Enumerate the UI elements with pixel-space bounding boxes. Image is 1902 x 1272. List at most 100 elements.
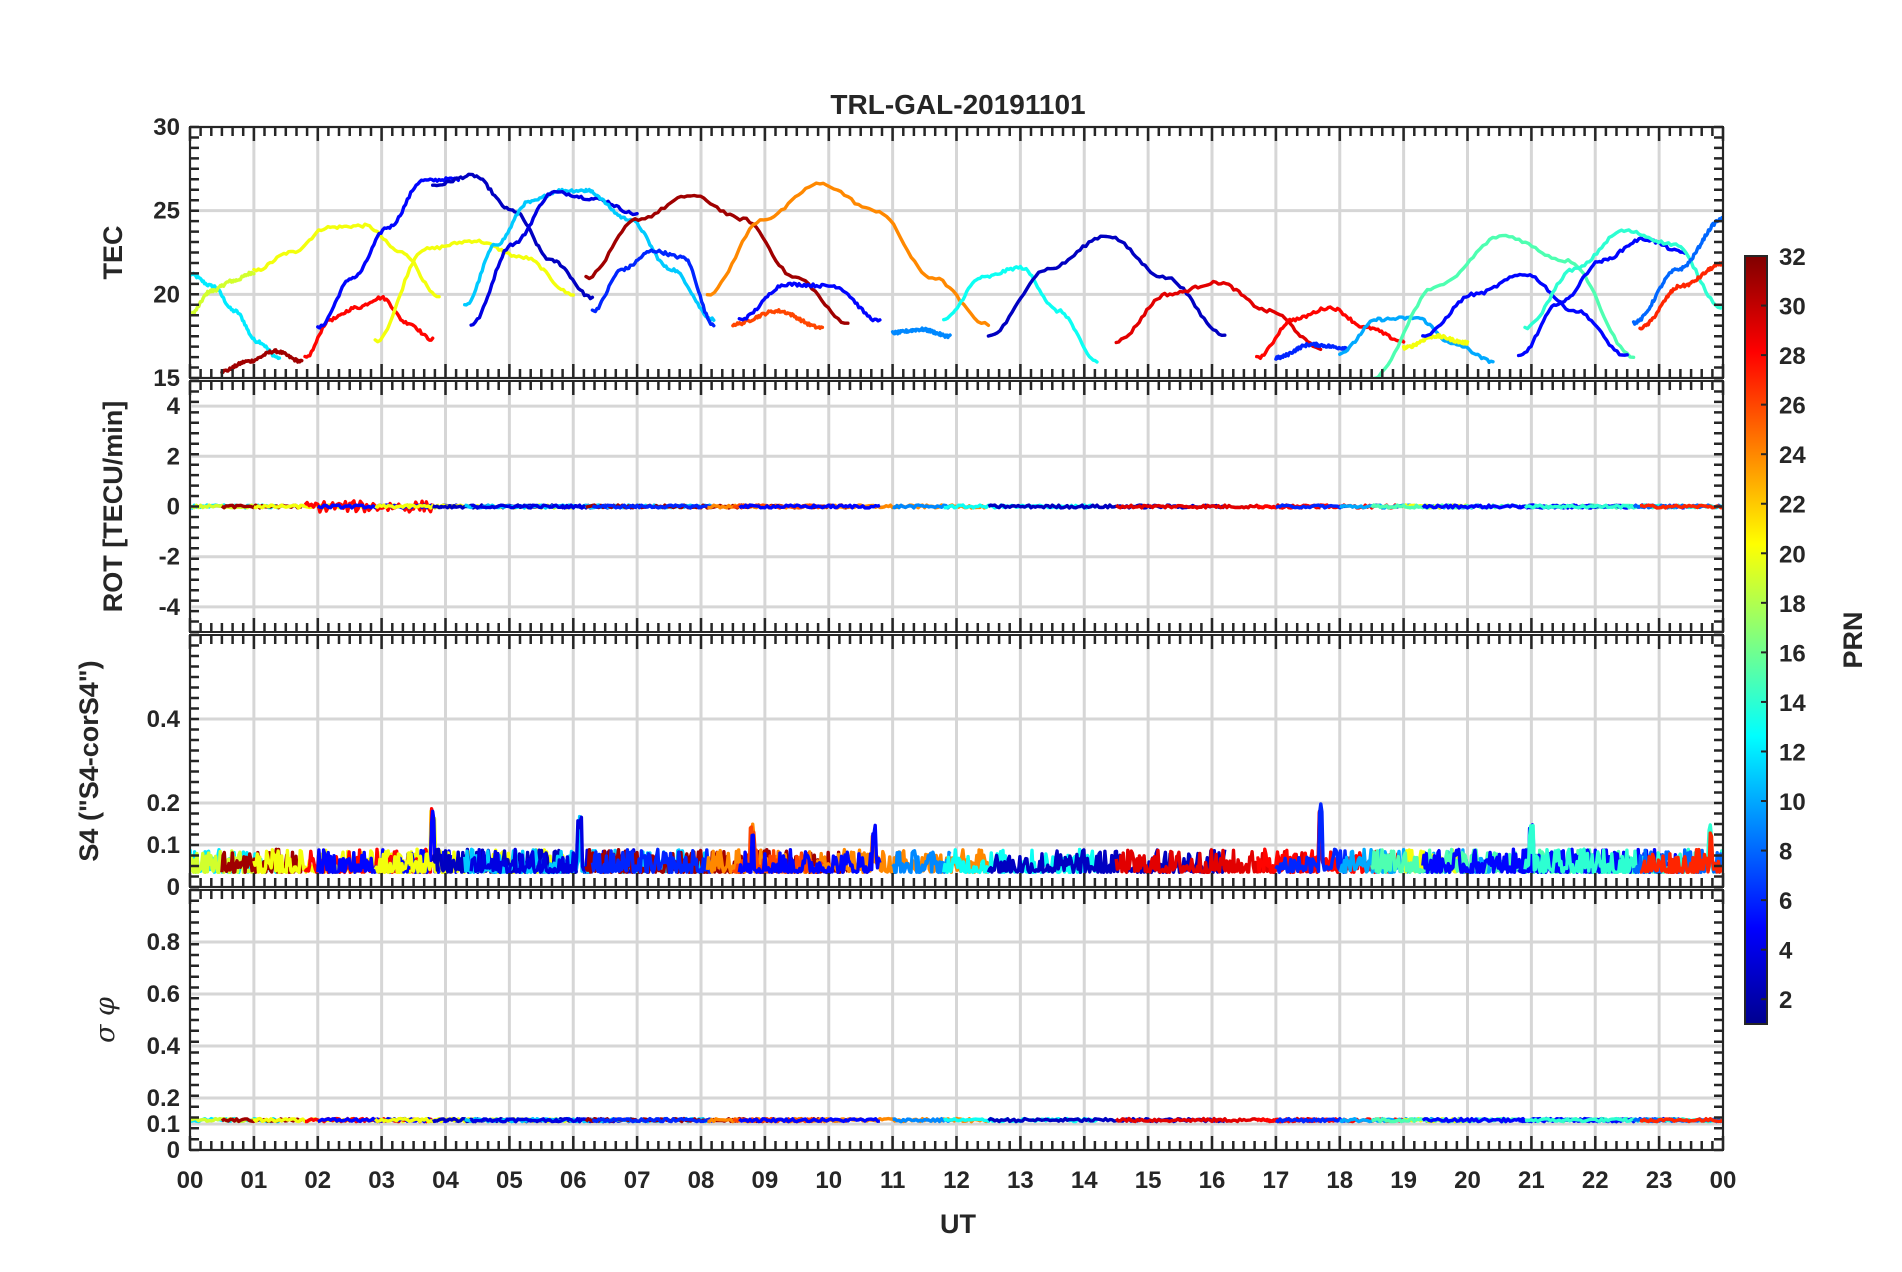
colorbar-tick-label: 12: [1779, 739, 1806, 766]
x-tick-label: 12: [943, 1167, 970, 1194]
plot-area-sigma_phi: [190, 1116, 1723, 1124]
tec-series-prn-31: [584, 193, 850, 325]
x-tick-label: 21: [1518, 1167, 1545, 1194]
s4-series-prn-9: [891, 849, 952, 874]
x-tick-label: 16: [1199, 1167, 1226, 1194]
tec-series-prn-8: [1631, 216, 1723, 326]
y-axis-label-sigma_phi: σ φ: [90, 997, 121, 1043]
colorbar-tick-label: 32: [1779, 244, 1806, 271]
x-tick-label: 17: [1263, 1167, 1290, 1194]
rot-series-prn-9: [892, 503, 952, 510]
tick-marks-sigma_phi: [188, 888, 1725, 1152]
tec-series-prn-9: [890, 326, 952, 340]
x-tick-label: 11: [880, 1167, 905, 1194]
x-tick-label: 06: [560, 1167, 587, 1194]
y-tick-label: 15: [153, 365, 180, 392]
x-tick-label: 18: [1326, 1167, 1353, 1194]
colorbar-tick-label: 30: [1779, 294, 1806, 321]
panel-s4: 0 0.1 0.2 0.4 S4 ("S4-corS4"): [74, 633, 1725, 901]
tec-series-prn-19: [190, 270, 256, 317]
x-tick-label: 01: [241, 1167, 268, 1194]
x-axis-label: UT: [940, 1209, 976, 1239]
colorbar-tick-label: 14: [1779, 690, 1806, 717]
x-tick-label: 19: [1390, 1167, 1417, 1194]
rot-series-prn-27: [1639, 503, 1723, 510]
tec-series-prn-26: [731, 308, 825, 330]
colorbar-tick-label: 10: [1779, 789, 1806, 816]
x-tick-label: 05: [496, 1167, 523, 1194]
tec-series-prn-20: [373, 238, 575, 344]
tec-series-prn-12: [190, 271, 282, 361]
tec-series-prn-13: [942, 264, 1099, 364]
tick-marks-rot: [188, 379, 1725, 634]
y-tick-label: 30: [153, 114, 180, 141]
colorbar-tick-label: 18: [1779, 591, 1806, 618]
y-tick-label: 0.6: [147, 981, 180, 1008]
tec-series-prn-6: [590, 248, 716, 328]
tec-series-prn-28: [1255, 305, 1406, 360]
y-axis-label-tec: TEC: [98, 226, 128, 280]
x-tick-label: 15: [1135, 1167, 1162, 1194]
x-tick-label: 10: [815, 1167, 842, 1194]
tick-marks-tec: [188, 125, 1725, 380]
y-axis-label-s4: S4 ("S4-corS4"): [74, 660, 104, 861]
sigma_phi-series-prn-6: [591, 1116, 715, 1124]
colorbar-tick-label: 8: [1779, 839, 1792, 866]
s4-series-prn-6: [1274, 802, 1348, 874]
y-tick-label: 0: [167, 1137, 180, 1164]
sigma_phi-series-prn-6: [1275, 1116, 1347, 1124]
y-tick-label: 4: [167, 393, 181, 420]
s4-series-prn-27: [1639, 831, 1723, 874]
colorbar-tick-label: 2: [1779, 987, 1792, 1014]
x-tick-label: 22: [1582, 1167, 1609, 1194]
sigma_phi-series-prn-27: [1639, 1117, 1723, 1124]
y-tick-label: -2: [159, 544, 180, 571]
colorbar-gradient: [1744, 255, 1768, 1025]
rot-series-prn-6: [592, 503, 714, 510]
x-tick-label: 03: [368, 1167, 395, 1194]
panel-tec: 15 20 25 30 TEC: [98, 114, 1725, 392]
colorbar-tick-label: 26: [1779, 393, 1806, 420]
tec-series-prn-31: [220, 348, 304, 375]
y-tick-label: 0: [167, 494, 180, 521]
y-tick-label: 0.1: [147, 1111, 180, 1138]
colorbar-label: PRN: [1838, 611, 1868, 668]
x-tick-label: 04: [432, 1167, 459, 1194]
tec-series-prn-20: [1401, 333, 1470, 351]
x-tick-label: 23: [1646, 1167, 1673, 1194]
tec-series-prn-15: [1370, 233, 1636, 378]
tec-series-prn-5: [316, 176, 460, 330]
x-tick-label: 13: [1007, 1167, 1034, 1194]
tec-series-prn-6: [1274, 341, 1348, 361]
colorbar-tick-label: 6: [1779, 888, 1792, 915]
y-tick-label: 0.4: [147, 706, 181, 733]
colorbar-tick-label: 28: [1779, 343, 1806, 370]
plot-area-s4: [190, 802, 1723, 874]
x-tick-label: 14: [1071, 1167, 1098, 1194]
x-tick-label: 09: [752, 1167, 779, 1194]
s4-series-prn-6: [590, 847, 716, 874]
y-tick-label: 0.2: [147, 1085, 180, 1112]
panel-rot: -4 -2 0 2 4 ROT [TECU/min]: [98, 379, 1725, 634]
plot-area-rot: [190, 499, 1723, 514]
y-tick-label: 0.4: [147, 1033, 181, 1060]
y-tick-label: 0.8: [147, 929, 180, 956]
plot-area-tec: [190, 172, 1723, 378]
colorbar-tick-label: 20: [1779, 541, 1806, 568]
x-tick-label: 02: [304, 1167, 331, 1194]
y-tick-label: 0.1: [147, 832, 180, 859]
y-tick-label: 0: [167, 874, 180, 901]
sigma_phi-series-prn-5: [738, 1117, 881, 1124]
x-tick-label: 08: [688, 1167, 715, 1194]
colorbar-tick-label: 16: [1779, 640, 1806, 667]
tec-series-prn-5: [1421, 272, 1629, 357]
tec-series-prn-11: [584, 187, 716, 322]
y-tick-label: 25: [153, 198, 180, 225]
y-tick-label: 20: [153, 281, 180, 308]
tec-series-prn-11: [463, 187, 595, 307]
tec-series-prn-24: [705, 181, 991, 327]
y-axis-label-rot: ROT [TECU/min]: [98, 401, 128, 612]
